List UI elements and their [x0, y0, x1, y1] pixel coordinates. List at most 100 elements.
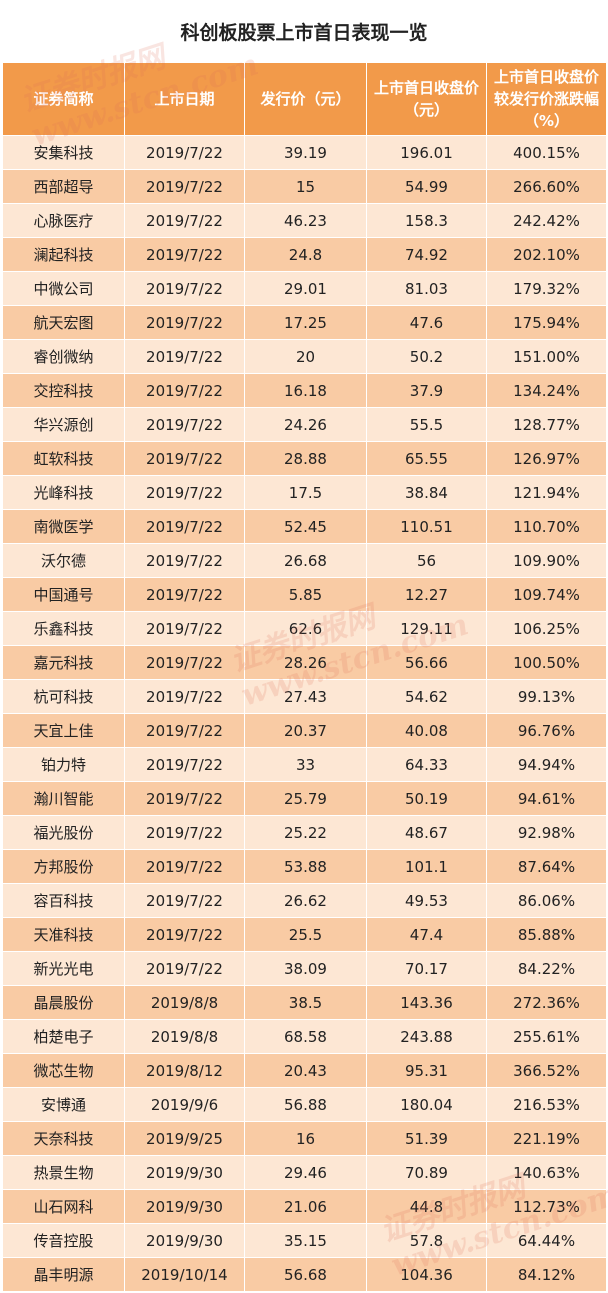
- col-header-date: 上市日期: [124, 62, 245, 136]
- cell-change: 175.94%: [486, 305, 607, 340]
- cell-issue-price: 68.58: [244, 1019, 367, 1054]
- table-row: 晶丰明源 2019/10/14 56.68 104.36 84.12%: [2, 1257, 607, 1292]
- cell-close-price: 56.66: [366, 645, 487, 680]
- cell-change: 128.77%: [486, 407, 607, 442]
- cell-date: 2019/7/22: [124, 305, 245, 340]
- table-row: 航天宏图 2019/7/22 17.25 47.6 175.94%: [2, 305, 607, 340]
- cell-close-price: 70.89: [366, 1155, 487, 1190]
- cell-change: 121.94%: [486, 475, 607, 510]
- col-header-issue-price: 发行价（元）: [244, 62, 367, 136]
- table-row: 方邦股份 2019/7/22 53.88 101.1 87.64%: [2, 849, 607, 884]
- cell-close-price: 110.51: [366, 509, 487, 544]
- cell-date: 2019/8/8: [124, 985, 245, 1020]
- cell-date: 2019/9/30: [124, 1223, 245, 1258]
- cell-change: 112.73%: [486, 1189, 607, 1224]
- cell-date: 2019/7/22: [124, 713, 245, 748]
- cell-date: 2019/10/14: [124, 1257, 245, 1292]
- cell-change: 255.61%: [486, 1019, 607, 1054]
- table-row: 新光光电 2019/7/22 38.09 70.17 84.22%: [2, 951, 607, 986]
- table-row: 晶晨股份 2019/8/8 38.5 143.36 272.36%: [2, 985, 607, 1020]
- cell-date: 2019/7/22: [124, 577, 245, 612]
- cell-close-price: 51.39: [366, 1121, 487, 1156]
- table-row: 沃尔德 2019/7/22 26.68 56 109.90%: [2, 543, 607, 578]
- cell-close-price: 65.55: [366, 441, 487, 476]
- cell-close-price: 101.1: [366, 849, 487, 884]
- cell-name: 华兴源创: [2, 407, 125, 442]
- cell-close-price: 37.9: [366, 373, 487, 408]
- table-row: 天奈科技 2019/9/25 16 51.39 221.19%: [2, 1121, 607, 1156]
- cell-issue-price: 28.26: [244, 645, 367, 680]
- cell-close-price: 54.99: [366, 169, 487, 204]
- cell-name: 新光光电: [2, 951, 125, 986]
- cell-change: 266.60%: [486, 169, 607, 204]
- cell-issue-price: 20.37: [244, 713, 367, 748]
- cell-close-price: 40.08: [366, 713, 487, 748]
- cell-close-price: 47.6: [366, 305, 487, 340]
- cell-change: 400.15%: [486, 135, 607, 170]
- cell-issue-price: 16: [244, 1121, 367, 1156]
- cell-issue-price: 35.15: [244, 1223, 367, 1258]
- table-row: 澜起科技 2019/7/22 24.8 74.92 202.10%: [2, 237, 607, 272]
- cell-name: 嘉元科技: [2, 645, 125, 680]
- cell-close-price: 12.27: [366, 577, 487, 612]
- table-row: 瀚川智能 2019/7/22 25.79 50.19 94.61%: [2, 781, 607, 816]
- cell-name: 沃尔德: [2, 543, 125, 578]
- cell-date: 2019/7/22: [124, 951, 245, 986]
- cell-close-price: 158.3: [366, 203, 487, 238]
- cell-change: 272.36%: [486, 985, 607, 1020]
- cell-close-price: 64.33: [366, 747, 487, 782]
- table-body: 安集科技 2019/7/22 39.19 196.01 400.15% 西部超导 2019/…: [2, 135, 607, 1292]
- cell-issue-price: 29.01: [244, 271, 367, 306]
- cell-date: 2019/7/22: [124, 441, 245, 476]
- cell-date: 2019/7/22: [124, 611, 245, 646]
- cell-close-price: 38.84: [366, 475, 487, 510]
- col-header-close-price: 上市首日收盘价（元）: [366, 62, 487, 136]
- cell-change: 64.44%: [486, 1223, 607, 1258]
- table-row: 天准科技 2019/7/22 25.5 47.4 85.88%: [2, 917, 607, 952]
- table-row: 天宜上佳 2019/7/22 20.37 40.08 96.76%: [2, 713, 607, 748]
- table-row: 杭可科技 2019/7/22 27.43 54.62 99.13%: [2, 679, 607, 714]
- cell-issue-price: 5.85: [244, 577, 367, 612]
- cell-name: 福光股份: [2, 815, 125, 850]
- cell-name: 微芯生物: [2, 1053, 125, 1088]
- table-row: 安集科技 2019/7/22 39.19 196.01 400.15%: [2, 135, 607, 170]
- table-row: 山石网科 2019/9/30 21.06 44.8 112.73%: [2, 1189, 607, 1224]
- cell-name: 中国通号: [2, 577, 125, 612]
- cell-issue-price: 25.22: [244, 815, 367, 850]
- cell-name: 传音控股: [2, 1223, 125, 1258]
- cell-close-price: 50.2: [366, 339, 487, 374]
- cell-date: 2019/7/22: [124, 849, 245, 884]
- cell-date: 2019/9/30: [124, 1189, 245, 1224]
- cell-change: 85.88%: [486, 917, 607, 952]
- cell-date: 2019/7/22: [124, 339, 245, 374]
- cell-date: 2019/7/22: [124, 475, 245, 510]
- cell-name: 杭可科技: [2, 679, 125, 714]
- cell-close-price: 104.36: [366, 1257, 487, 1292]
- table-row: 柏楚电子 2019/8/8 68.58 243.88 255.61%: [2, 1019, 607, 1054]
- table-row: 光峰科技 2019/7/22 17.5 38.84 121.94%: [2, 475, 607, 510]
- cell-change: 86.06%: [486, 883, 607, 918]
- cell-change: 84.12%: [486, 1257, 607, 1292]
- ipo-table: 证券简称 上市日期 发行价（元） 上市首日收盘价（元） 上市首日收盘价较发行价涨…: [2, 62, 607, 1292]
- cell-name: 天宜上佳: [2, 713, 125, 748]
- col-header-change: 上市首日收盘价较发行价涨跌幅（%）: [486, 62, 607, 136]
- cell-change: 202.10%: [486, 237, 607, 272]
- cell-change: 179.32%: [486, 271, 607, 306]
- table-row: 传音控股 2019/9/30 35.15 57.8 64.44%: [2, 1223, 607, 1258]
- cell-date: 2019/7/22: [124, 543, 245, 578]
- cell-name: 天奈科技: [2, 1121, 125, 1156]
- table-title: 科创板股票上市首日表现一览: [180, 21, 428, 44]
- cell-date: 2019/7/22: [124, 917, 245, 952]
- cell-date: 2019/7/22: [124, 645, 245, 680]
- table-row: 交控科技 2019/7/22 16.18 37.9 134.24%: [2, 373, 607, 408]
- cell-close-price: 48.67: [366, 815, 487, 850]
- cell-close-price: 56: [366, 543, 487, 578]
- table-row: 心脉医疗 2019/7/22 46.23 158.3 242.42%: [2, 203, 607, 238]
- cell-name: 瀚川智能: [2, 781, 125, 816]
- cell-date: 2019/7/22: [124, 135, 245, 170]
- cell-date: 2019/7/22: [124, 237, 245, 272]
- cell-change: 92.98%: [486, 815, 607, 850]
- cell-change: 106.25%: [486, 611, 607, 646]
- cell-issue-price: 20: [244, 339, 367, 374]
- cell-name: 容百科技: [2, 883, 125, 918]
